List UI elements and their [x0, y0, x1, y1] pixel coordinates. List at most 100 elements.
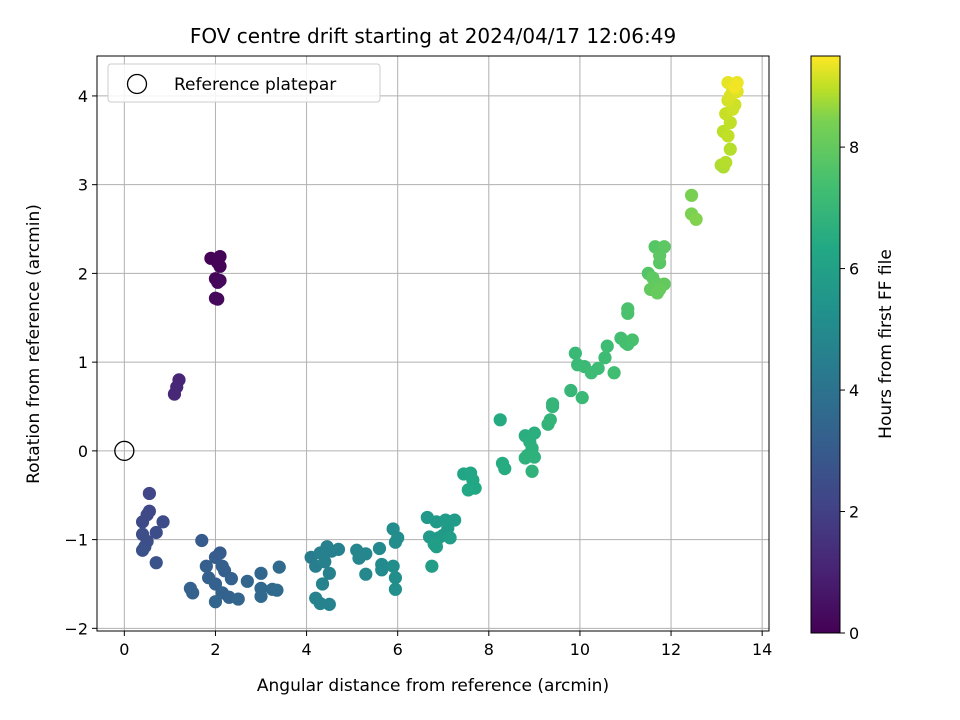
data-point [625, 333, 639, 347]
data-point [525, 464, 539, 478]
data-point [575, 391, 589, 405]
data-point [388, 571, 403, 585]
legend: Reference platepar [107, 63, 381, 103]
y-tick-label: 3 [78, 176, 88, 195]
data-point [224, 572, 238, 586]
data-point [498, 462, 512, 476]
y-tick-label: 1 [78, 353, 88, 372]
data-point [167, 387, 182, 401]
x-tick-label: 14 [752, 640, 772, 659]
data-point [723, 142, 737, 156]
legend-box [107, 63, 381, 103]
colorbar-frame [810, 55, 841, 634]
colorbar-tick-label: 4 [849, 381, 859, 400]
y-tick-label: −2 [64, 619, 88, 638]
data-point [270, 583, 284, 597]
data-point [598, 351, 612, 365]
data-point [443, 531, 457, 545]
data-point [318, 555, 332, 569]
x-axis-ticks: 0 2 4 6 8 10 12 14 [119, 631, 772, 659]
x-tick-label: 6 [393, 640, 403, 659]
legend-entry-reference: Reference platepar [174, 75, 336, 95]
data-point [195, 533, 209, 548]
data-point [149, 556, 163, 570]
y-tick-label: −1 [64, 531, 88, 550]
data-point [425, 559, 439, 573]
data-point [493, 413, 507, 427]
y-tick-label: 0 [78, 442, 88, 461]
colorbar-tick-label: 2 [849, 503, 859, 522]
data-point [438, 513, 453, 527]
data-point [721, 129, 735, 143]
data-point [372, 541, 387, 556]
data-point [211, 275, 225, 289]
data-point [545, 397, 560, 411]
data-point [386, 559, 400, 573]
colorbar-tick-label: 0 [849, 624, 859, 643]
data-point [684, 188, 699, 202]
colorbar-tick-label: 6 [849, 260, 859, 279]
data-point [461, 483, 475, 497]
data-point [208, 595, 223, 609]
y-tick-label: 2 [78, 264, 88, 283]
data-point [591, 361, 605, 375]
x-tick-label: 4 [301, 640, 311, 659]
x-tick-label: 0 [119, 640, 129, 659]
data-point [689, 212, 703, 226]
data-point [254, 566, 268, 580]
colorbar: 0 2 4 6 8 Hours from first FF file [810, 55, 896, 643]
x-axis-label: Angular distance from reference (arcmin) [257, 676, 609, 696]
colorbar-ticks: 0 2 4 6 8 [840, 138, 859, 643]
data-point [429, 540, 444, 554]
data-point [149, 525, 163, 540]
data-point [322, 597, 336, 611]
x-tick-label: 2 [210, 640, 220, 659]
chart-title: FOV centre drift starting at 2024/04/17 … [190, 24, 676, 48]
data-point [564, 383, 578, 398]
data-point [352, 551, 366, 565]
data-point [375, 563, 389, 577]
data-point [135, 515, 150, 529]
reference-platepar-point [114, 440, 135, 462]
data-point [607, 366, 621, 380]
data-point [527, 426, 541, 440]
colorbar-tick-label: 8 [849, 138, 859, 157]
data-points [135, 76, 744, 611]
data-point [359, 567, 373, 581]
y-axis-label: Rotation from reference (arcmin) [24, 204, 44, 484]
data-point [231, 592, 245, 606]
data-point [653, 249, 667, 263]
data-point [272, 560, 286, 574]
data-point [135, 543, 150, 557]
data-point [728, 80, 742, 94]
data-point [213, 259, 227, 273]
y-tick-label: 4 [78, 87, 88, 106]
colorbar-label: Hours from first FF file [876, 249, 896, 439]
data-point [543, 413, 557, 427]
data-point [388, 582, 403, 596]
data-point [653, 282, 667, 296]
data-point [240, 574, 254, 588]
data-point [254, 589, 268, 603]
data-point [322, 566, 336, 580]
data-point [448, 513, 462, 527]
data-point [518, 451, 532, 465]
legend-reference-marker [126, 73, 148, 95]
x-tick-label: 12 [661, 640, 681, 659]
data-point [568, 346, 582, 360]
x-tick-label: 10 [570, 640, 590, 659]
data-point [199, 559, 213, 573]
data-point [621, 302, 635, 316]
data-point [211, 292, 225, 306]
data-point [142, 486, 156, 501]
colorbar-gradient [811, 56, 840, 633]
data-point [719, 155, 733, 170]
y-axis-ticks: −2 −1 0 1 2 3 4 [64, 87, 97, 638]
data-point [156, 515, 170, 529]
data-point [388, 535, 403, 549]
data-point [315, 577, 330, 591]
reference-marker [114, 440, 135, 462]
data-point [600, 339, 614, 353]
plot-frame [96, 55, 770, 632]
